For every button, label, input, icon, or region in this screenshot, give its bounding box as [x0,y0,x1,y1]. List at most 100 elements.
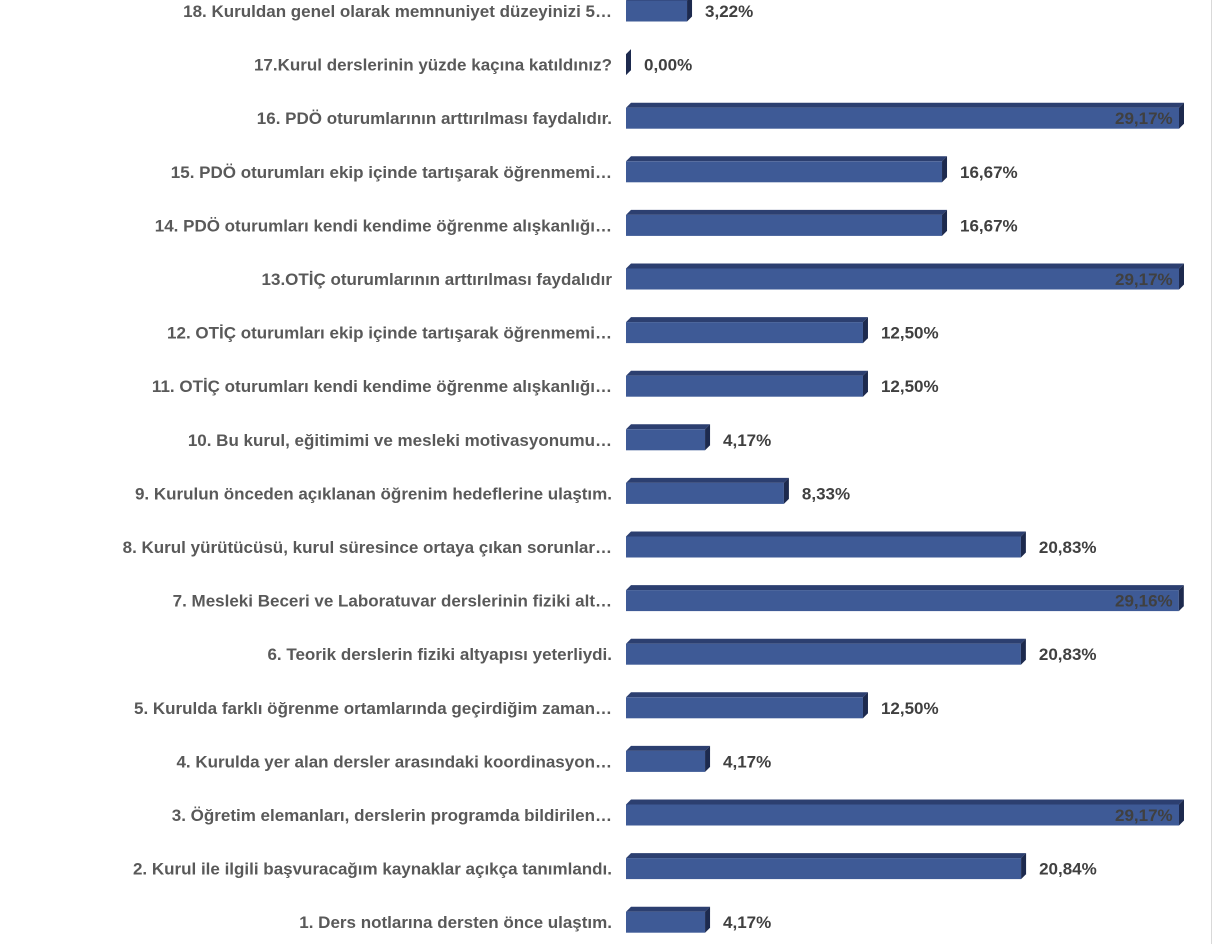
value-label: 20,83% [1039,538,1097,557]
category-label: 3. Öğretim elemanları, derslerin program… [172,806,612,825]
bar-top-face [626,102,1184,108]
bar [626,429,706,451]
category-label: 10. Bu kurul, eğitimimi ve mesleki motiv… [188,431,612,450]
bar [626,482,784,504]
bar-top-face [626,370,868,376]
bar [626,643,1021,665]
bar-group: 16. PDÖ oturumlarının arttırılması fayda… [257,102,1184,129]
category-label: 9. Kurulun önceden açıklanan öğrenim hed… [135,484,612,503]
bar [626,697,863,719]
bar-top-face [626,745,711,751]
value-label: 12,50% [881,324,939,343]
value-label: 29,17% [1115,270,1173,289]
bar-top-face [626,853,1027,859]
category-label: 7. Mesleki Beceri ve Laboratuvar dersler… [173,592,612,611]
bar [626,161,943,183]
bar-side-face [1179,263,1184,290]
category-label: 18. Kuruldan genel olarak memnuniyet düz… [183,2,612,21]
bar [626,858,1022,880]
value-label: 8,33% [802,484,850,503]
value-label: 29,17% [1115,109,1173,128]
bar-group: 11. OTİÇ oturumları kendi kendime öğrenm… [152,370,939,397]
bar-top-face [626,477,789,483]
value-label: 20,84% [1039,860,1097,879]
category-label: 8. Kurul yürütücüsü, kurul süresince ort… [123,538,612,557]
bar-top-face [626,209,948,215]
bar-top-face [626,317,868,323]
bar-group: 13.OTİÇ oturumlarının arttırılması fayda… [262,263,1184,290]
bar-side-face [626,49,631,76]
value-label: 16,67% [960,216,1018,235]
bar-top-face [626,638,1026,644]
value-label: 29,17% [1115,806,1173,825]
bar [626,590,1179,612]
bar-group: 4. Kurulda yer alan dersler arasındaki k… [176,745,771,772]
bar-group: 17.Kurul derslerinin yüzde kaçına katıld… [254,49,692,76]
category-label: 6. Teorik derslerin fiziki altyapısı yet… [267,645,612,664]
bar-top-face [626,799,1184,805]
bar [626,268,1179,290]
category-label: 13.OTİÇ oturumlarının arttırılması fayda… [262,270,613,289]
bar-side-face [1020,531,1026,558]
bar-side-face [1020,638,1026,665]
bar-group: 14. PDÖ oturumları kendi kendime öğrenme… [155,209,1018,236]
bar-side-face [942,156,948,183]
bar-top-face [626,906,711,912]
bar [626,214,943,236]
bar-group: 6. Teorik derslerin fiziki altyapısı yet… [267,638,1097,665]
chart-border [1211,0,1212,944]
category-label: 16. PDÖ oturumlarının arttırılması fayda… [257,109,612,128]
bar-top-face [626,0,688,1]
bar-top-face [626,424,711,430]
bar-side-face [942,209,948,236]
bar-group: 9. Kurulun önceden açıklanan öğrenim hed… [135,477,850,504]
value-label: 12,50% [881,699,939,718]
bar-group: 12. OTİÇ oturumları ekip içinde tartışar… [167,317,939,344]
value-label: 29,16% [1115,592,1173,611]
bar-group: 7. Mesleki Beceri ve Laboratuvar dersler… [173,585,1184,612]
category-label: 12. OTİÇ oturumları ekip içinde tartışar… [167,324,612,343]
bar-side-face [1179,799,1184,826]
bar [626,911,706,933]
value-label: 4,17% [723,431,771,450]
bar-top-face [626,263,1184,269]
category-label: 1. Ders notlarına dersten önce ulaştım. [299,913,612,932]
value-label: 12,50% [881,377,939,396]
category-label: 11. OTİÇ oturumları kendi kendime öğrenm… [152,377,612,396]
bar-side-face [705,906,711,933]
bar-side-face [862,370,868,397]
category-label: 5. Kurulda farklı öğrenme ortamlarında g… [134,699,612,718]
bar-group: 10. Bu kurul, eğitimimi ve mesleki motiv… [188,424,771,451]
value-label: 4,17% [723,913,771,932]
bar-side-face [862,692,868,719]
bar-side-face [783,477,789,504]
bar-side-face [687,0,693,22]
bar [626,107,1179,129]
bar-side-face [705,745,711,772]
category-label: 14. PDÖ oturumları kendi kendime öğrenme… [155,216,612,235]
bar-group: 1. Ders notlarına dersten önce ulaştım. 4… [299,906,771,933]
bar [626,750,706,772]
category-label: 15. PDÖ oturumları ekip içinde tartışara… [171,163,612,182]
bar [626,375,863,397]
bar [626,536,1021,558]
bar-side-face [1179,102,1184,129]
bar [626,322,863,344]
bar [626,804,1179,826]
value-label: 4,17% [723,752,771,771]
bar-group: 5. Kurulda farklı öğrenme ortamlarında g… [134,692,939,719]
bar-side-face [862,317,868,344]
bar-group: 3. Öğretim elemanları, derslerin program… [172,799,1184,826]
bar-side-face [1021,853,1027,880]
value-label: 0,00% [644,56,692,75]
category-label: 17.Kurul derslerinin yüzde kaçına katıld… [254,56,612,75]
bar-group: 18. Kuruldan genel olarak memnuniyet düz… [183,0,753,22]
bar-top-face [626,156,948,162]
bar-side-face [1178,585,1184,612]
category-label: 4. Kurulda yer alan dersler arasındaki k… [176,752,612,771]
value-label: 3,22% [705,2,753,21]
value-label: 20,83% [1039,645,1097,664]
category-label: 2. Kurul ile ilgili başvuracağım kaynakl… [133,860,612,879]
value-label: 16,67% [960,163,1018,182]
